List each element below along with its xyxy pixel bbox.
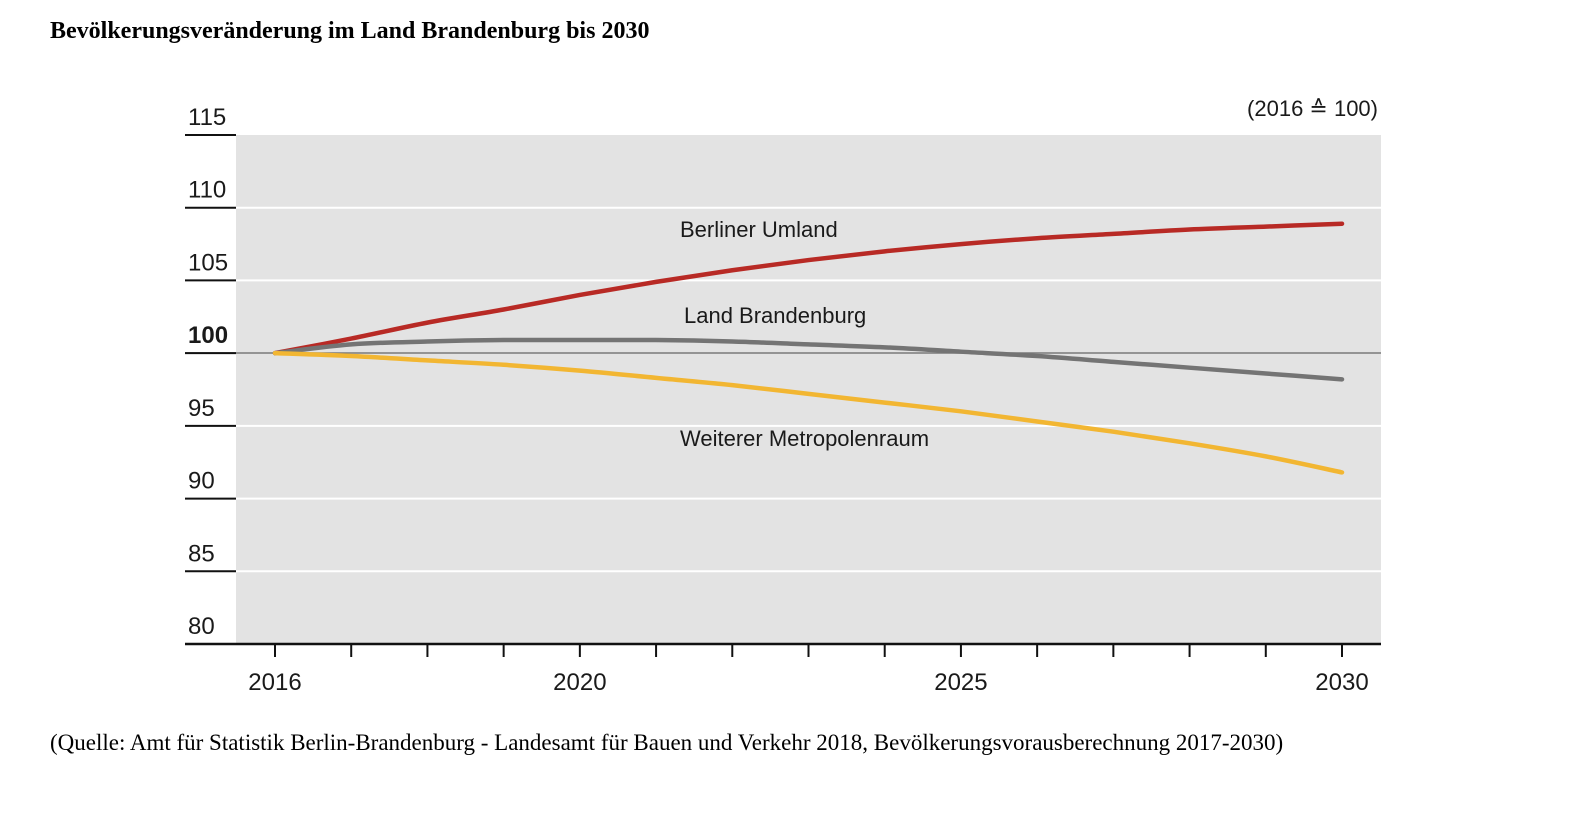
- series-lines: [272, 221, 1345, 475]
- y-tick-label-85: 85: [188, 540, 215, 567]
- y-tick-label-110: 110: [188, 177, 226, 204]
- y-tick-label-95: 95: [188, 395, 215, 422]
- series-line-berliner-umland: [272, 221, 1345, 356]
- series-label-land-brandenburg: Land Brandenburg: [684, 303, 866, 328]
- gridlines: [236, 206, 1381, 573]
- y-tick-label-105: 105: [188, 249, 228, 276]
- series-label-weiterer-metropolenraum: Weiterer Metropolenraum: [680, 426, 929, 451]
- unit-note: (2016 ≙ 100): [1247, 96, 1378, 121]
- y-axis: 115 110 105 100 95 90 85 80: [185, 104, 236, 645]
- x-tick-label-2025: 2025: [934, 669, 987, 696]
- y-tick-label-90: 90: [188, 468, 215, 495]
- chart-title: Bevölkerungsveränderung im Land Brandenb…: [50, 18, 650, 44]
- series-line-land-brandenburg: [272, 337, 1345, 382]
- plot-background: [236, 135, 1381, 644]
- source-note: (Quelle: Amt für Statistik Berlin-Brande…: [50, 730, 1284, 755]
- y-tick-label-100: 100: [188, 322, 228, 349]
- series-label-berliner-umland: Berliner Umland: [680, 217, 838, 242]
- x-tick-label-2020: 2020: [553, 669, 606, 696]
- series-line-weiterer-metropolenraum: [272, 350, 1345, 475]
- x-tick-label-2030: 2030: [1315, 669, 1368, 696]
- x-tick-label-2016: 2016: [248, 669, 301, 696]
- x-axis: 2016 2020 2025 2030: [185, 642, 1381, 696]
- y-tick-label-115: 115: [188, 104, 226, 131]
- y-tick-label-80: 80: [188, 613, 215, 640]
